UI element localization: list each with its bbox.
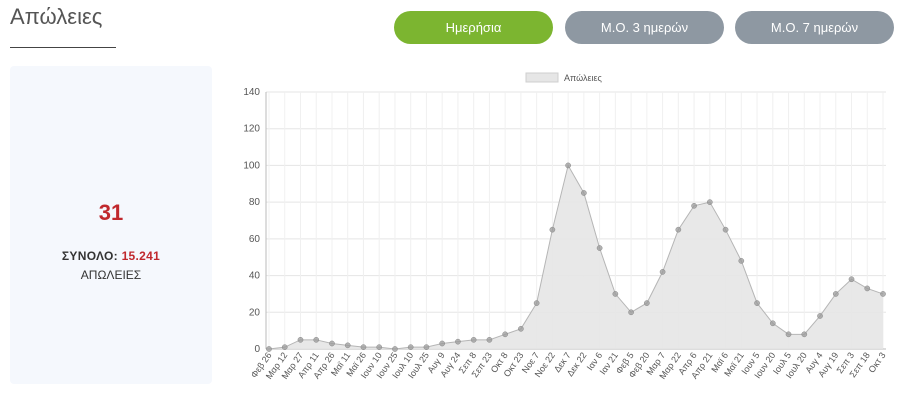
data-point [832,291,839,297]
title-underline [10,47,116,48]
legend-swatch [525,72,559,83]
total-line: ΣΥΝΟΛΟ: 15.241 [10,249,212,263]
total-label: ΣΥΝΟΛΟ: [61,249,118,263]
data-point [439,340,446,347]
data-point [565,162,571,169]
data-point [643,300,650,306]
data-point [266,346,272,352]
legend-label: Απώλειες [564,73,602,83]
data-point [612,291,619,297]
data-point [376,344,383,351]
data-point [549,226,556,233]
data-point [313,336,320,343]
data-point [596,245,603,251]
data-point [769,320,776,327]
data-point [360,344,367,351]
series-line [268,164,884,350]
tab-3-day-average[interactable]: Μ.Ο. 3 ημερών [565,11,724,44]
daily-deaths-value: 31 [98,200,124,225]
y-tick-label: 60 [249,234,261,245]
data-point [344,342,351,349]
y-tick-label: 120 [243,124,260,135]
data-point [581,190,587,196]
data-point [533,300,540,306]
data-point [502,331,509,338]
data-point [297,336,304,343]
data-point [706,199,713,205]
y-tick-label: 20 [249,307,261,318]
data-point [817,313,823,319]
data-point [785,331,792,338]
data-point [864,285,871,292]
x-tick-label: Οκτ 3 [867,350,888,374]
stats-panel: 31 ΣΥΝΟΛΟ: 15.241 ΑΠΩΛΕΙΕΣ [10,66,212,384]
data-point [738,258,745,264]
page-title: Απώλειες [10,4,103,29]
y-tick-label: 0 [254,344,260,355]
data-point [691,202,697,209]
total-value: 15.241 [121,249,161,263]
data-point [423,344,430,351]
y-tick-label: 100 [243,160,260,171]
data-point [518,325,524,332]
stats-caption: ΑΠΩΛΕΙΕΣ [80,268,142,282]
data-point [486,336,493,343]
series-area [269,165,883,349]
data-point [848,276,855,283]
y-tick-label: 40 [249,271,261,282]
data-point [801,331,808,338]
data-point [455,338,461,345]
tab-7-day-average[interactable]: Μ.Ο. 7 ημερών [735,11,894,44]
data-point [407,344,414,351]
tab-daily[interactable]: Ημερήσια [394,11,553,44]
data-point [281,344,288,351]
data-point [329,340,335,347]
data-point [470,336,477,343]
y-tick-label: 140 [243,87,260,98]
y-tick-label: 80 [249,197,261,208]
data-point [722,226,729,233]
data-point [754,300,760,306]
data-point [628,309,634,316]
data-point [392,346,398,352]
data-point [675,226,682,233]
data-point [880,291,886,297]
data-point [659,269,666,275]
